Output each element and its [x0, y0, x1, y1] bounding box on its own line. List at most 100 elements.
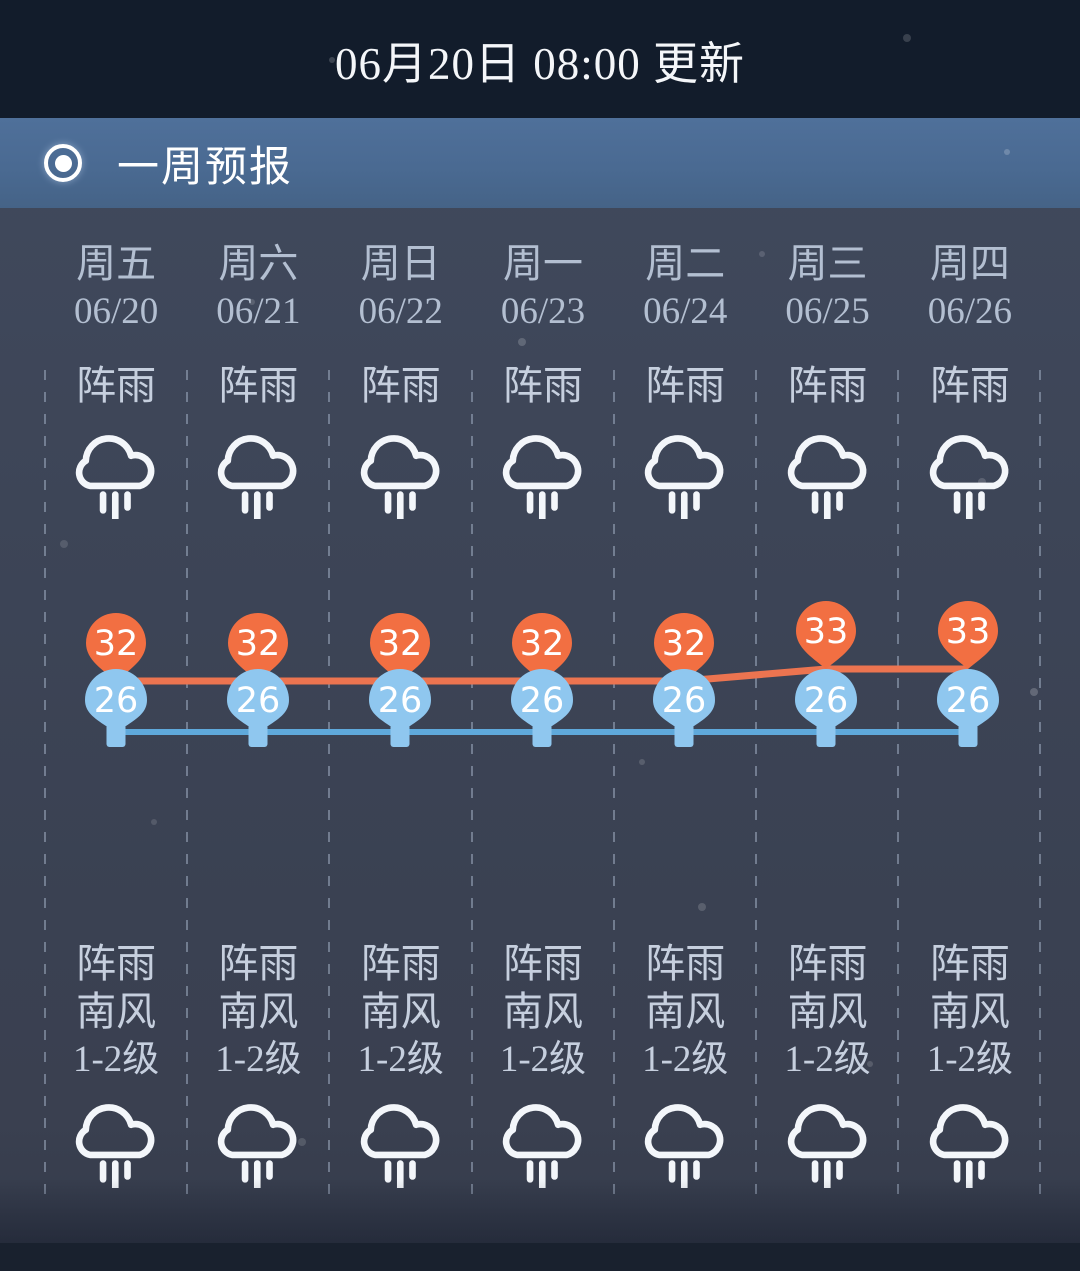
day-weather-iconbox — [70, 412, 162, 534]
low-temp-balloon — [84, 668, 148, 726]
low-temp-value: 26 — [804, 681, 849, 721]
high-temp-balloon — [512, 613, 572, 681]
day-column-bottom: 阵雨 南风 1-2级 — [472, 940, 614, 1198]
cloud-outline — [502, 1104, 582, 1159]
cloud-outline — [645, 1104, 724, 1159]
shower-rain-icon — [645, 435, 724, 519]
high-temp-balloon — [796, 601, 856, 669]
skyline-shade — [0, 1179, 1080, 1243]
date-label: 06/22 — [358, 291, 443, 332]
day-condition-label: 阵雨 — [360, 363, 441, 408]
day-column-bottom: 阵雨 南风 1-2级 — [756, 940, 898, 1198]
day-condition-label: 阵雨 — [502, 363, 583, 408]
day-column-bottom: 阵雨 南风 1-2级 — [330, 940, 472, 1198]
radio-dot — [54, 154, 72, 172]
high-temp-value: 32 — [236, 624, 281, 664]
weekday-label: 周六 — [218, 241, 299, 286]
day-column-top: 周四 06/26 阵雨 — [899, 238, 1041, 534]
low-temp-balloon — [368, 668, 431, 726]
wind-level-label: 1-2级 — [499, 1039, 587, 1080]
high-temp-value: 32 — [378, 624, 423, 664]
section-title: 一周预报 — [117, 142, 294, 190]
low-temp-value: 26 — [520, 681, 565, 721]
shower-rain-icon — [360, 1104, 440, 1188]
low-temp-value: 26 — [662, 681, 707, 721]
weekday-label: 周四 — [929, 241, 1010, 286]
weekday-label: 周一 — [502, 241, 583, 286]
cloud-outline — [75, 1104, 155, 1159]
cloud-outline — [75, 435, 155, 490]
day-column-top: 周日 06/22 阵雨 — [330, 238, 472, 534]
low-temp-balloon — [937, 669, 999, 726]
wind-level-label: 1-2级 — [642, 1039, 729, 1080]
cloud-outline — [218, 1104, 297, 1159]
cloud-outline — [218, 435, 297, 490]
radio-selected-icon[interactable] — [44, 144, 82, 182]
high-temp-value: 32 — [94, 624, 139, 664]
shower-rain-icon — [645, 1104, 724, 1188]
date-label: 06/21 — [216, 291, 301, 332]
day-column-bottom: 阵雨 南风 1-2级 — [45, 940, 187, 1198]
cloud-outline — [645, 435, 724, 490]
day-condition-label: 阵雨 — [645, 363, 726, 408]
wind-direction-label: 南风 — [76, 989, 157, 1034]
column-separator — [612, 370, 615, 1200]
day-weather-iconbox — [782, 412, 874, 534]
shower-rain-icon — [218, 435, 297, 519]
low-temp-balloon-knot — [958, 720, 978, 747]
cloud-outline — [787, 435, 866, 490]
date-label: 06/23 — [500, 291, 586, 332]
shower-rain-icon — [502, 1104, 582, 1188]
high-temp-balloon — [228, 613, 288, 681]
shower-rain-icon — [75, 435, 155, 519]
high-temp-balloon — [938, 601, 998, 669]
cloud-outline — [502, 435, 582, 490]
low-temp-balloon-knot — [106, 720, 126, 747]
wind-level-label: 1-2级 — [357, 1039, 444, 1080]
wind-direction-label: 南风 — [645, 989, 726, 1034]
update-timestamp: 06月20日 08:00 更新 — [334, 38, 745, 89]
low-temp-balloon — [511, 669, 573, 726]
high-temp-value: 33 — [946, 612, 991, 652]
night-condition-label: 阵雨 — [360, 941, 441, 986]
night-condition-label: 阵雨 — [218, 941, 299, 986]
date-label: 06/26 — [927, 291, 1012, 332]
cloud-outline — [787, 1104, 866, 1159]
shower-rain-icon — [502, 435, 582, 519]
weekday-label: 周三 — [787, 241, 868, 286]
snow-overlay — [0, 0, 4, 4]
day-condition-label: 阵雨 — [787, 363, 868, 408]
column-separator — [897, 370, 900, 1200]
week-grid-bottom: 阵雨 南风 1-2级 阵雨 南风 1-2级 阵雨 南风 1-2级 阵雨 南风 — [45, 940, 1041, 1198]
cloud-outline — [360, 435, 440, 490]
column-separator — [1039, 370, 1042, 1200]
wind-level-label: 1-2级 — [926, 1039, 1014, 1080]
low-temp-balloon-knot — [532, 720, 552, 747]
weekly-forecast-banner[interactable]: 一周预报 — [0, 118, 1080, 208]
day-weather-iconbox — [497, 412, 589, 534]
day-column-top: 周一 06/23 阵雨 — [472, 238, 614, 534]
high-temp-value: 32 — [662, 624, 707, 664]
low-temp-balloon — [795, 669, 857, 726]
low-temp-balloon-knot — [816, 720, 836, 747]
low-temp-value: 26 — [946, 681, 991, 721]
cloud-outline — [929, 1104, 1009, 1159]
column-separator — [755, 370, 757, 1200]
high-temp-value: 33 — [804, 612, 849, 652]
day-weather-iconbox — [639, 412, 731, 534]
column-separator — [470, 370, 473, 1200]
day-condition-label: 阵雨 — [76, 363, 157, 408]
day-column-top: 周三 06/25 阵雨 — [756, 238, 898, 534]
cloud-outline — [929, 435, 1009, 490]
wind-direction-label: 南风 — [502, 989, 583, 1034]
weekday-label: 周日 — [360, 241, 441, 286]
wind-level-label: 1-2级 — [72, 1039, 160, 1080]
day-weather-iconbox — [355, 412, 447, 534]
night-condition-label: 阵雨 — [76, 941, 157, 986]
date-label: 06/24 — [643, 291, 728, 332]
date-label: 06/20 — [74, 291, 159, 332]
high-temp-balloon — [86, 613, 146, 681]
low-temp-value: 26 — [236, 681, 281, 721]
cloud-outline — [360, 1104, 440, 1159]
